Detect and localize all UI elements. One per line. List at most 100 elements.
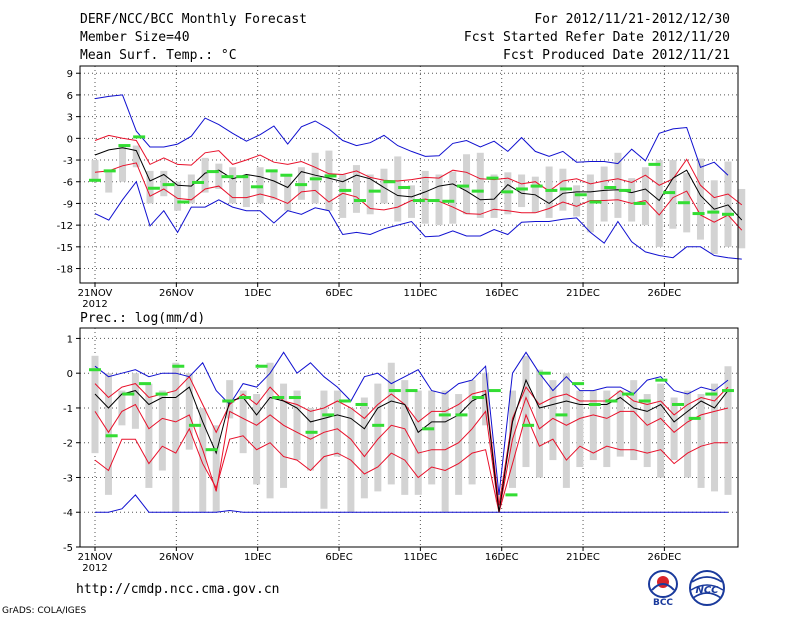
median-marker [105, 434, 118, 438]
ensemble-range-bar [669, 160, 677, 229]
ensemble-range-bar [293, 390, 301, 461]
forecast-period: For 2012/11/21-2012/12/30 [534, 12, 730, 27]
ensemble-range-bar [657, 383, 665, 478]
ensemble-range-bar [463, 154, 471, 215]
median-marker [272, 396, 285, 400]
median-marker [555, 413, 568, 417]
series-line-mean-minus-std [94, 396, 729, 513]
ensemble-range-bar [132, 145, 140, 168]
ensemble-range-bar [630, 380, 638, 461]
y-tick-label: -2 [63, 439, 73, 450]
chart-panel-temperature: 9 6 3 0 -3 -6 -9 -12 -15 -18 21NOV 26NOV 1DEC 6DEC 11D… [57, 65, 746, 310]
ensemble-range-bar [325, 150, 333, 211]
y-tick-label: 9 [67, 69, 73, 80]
median-marker [505, 493, 518, 497]
median-marker [692, 212, 705, 216]
median-marker [118, 144, 131, 148]
ensemble-range-bar [441, 390, 449, 513]
y-tick-label: -12 [57, 221, 73, 232]
median-marker [663, 191, 676, 195]
median-marker [412, 199, 425, 203]
median-marker [122, 392, 135, 396]
median-marker [705, 392, 718, 396]
y-tick-label: -1 [63, 404, 73, 415]
median-marker [588, 402, 601, 406]
ncc-logo: NCC [689, 570, 725, 606]
ensemble-range-bar [428, 390, 436, 485]
ensemble-range-bar [242, 174, 250, 208]
ensemble-range-bar [158, 390, 166, 471]
ensemble-range-bar [104, 373, 112, 495]
median-marker [572, 382, 585, 386]
median-marker [398, 186, 411, 190]
ensemble-range-bar [266, 362, 274, 499]
median-marker [638, 399, 651, 403]
ensemble-range-bar [131, 373, 139, 429]
median-marker [722, 389, 734, 393]
median-marker [222, 399, 235, 403]
y-tick-label: -3 [63, 473, 73, 484]
x-tick-label: 26DEC [648, 552, 682, 563]
median-marker [471, 189, 484, 193]
ensemble-range-bar [603, 390, 611, 468]
x-tick-label: 21NOV [78, 288, 113, 299]
ensemble-range-bar [105, 170, 113, 193]
median-marker [250, 185, 263, 189]
ensemble-range-bar [655, 160, 663, 247]
x-tick-label: 21DEC [566, 288, 600, 299]
ensemble-range-bar [119, 145, 127, 182]
ensemble-range-bar [710, 180, 718, 255]
median-marker [353, 199, 366, 203]
chart-title: DERF/NCC/BCC Monthly Forecast [80, 12, 307, 27]
ensemble-range-bar [724, 366, 732, 495]
ensemble-range-bar [145, 383, 153, 488]
x-tick-label: 16DEC [485, 552, 519, 563]
median-marker [221, 175, 234, 179]
median-marker [133, 135, 146, 139]
median-marker [103, 169, 116, 173]
ensemble-range-bar [600, 166, 608, 222]
median-marker [455, 413, 468, 417]
ensemble-range-bar [280, 383, 288, 488]
ensemble-range-bar [408, 185, 415, 218]
ensemble-range-bar [421, 170, 429, 224]
median-marker [162, 183, 175, 187]
median-marker [501, 190, 514, 194]
median-marker [488, 389, 501, 393]
source-url[interactable]: http://cmdp.ncc.cma.gov.cn [76, 582, 280, 597]
ncc-logo-text: NCC [695, 585, 719, 596]
bcc-logo-text: BCC [653, 598, 673, 608]
median-marker [383, 180, 396, 184]
x-year-label: 2012 [82, 563, 107, 574]
y-tick-label: 0 [67, 134, 73, 145]
median-marker [405, 389, 418, 393]
series-line-lower-band [94, 413, 728, 513]
ensemble-range-bar [518, 174, 526, 208]
ensemble-range-bar [174, 181, 182, 211]
ensemble-range-bar [589, 390, 597, 461]
ensemble-range-bar [333, 390, 341, 457]
ensemble-range-bar [545, 166, 553, 218]
x-tick-label: 11DEC [403, 288, 437, 299]
series-line-mean [94, 147, 743, 221]
median-marker [457, 184, 470, 188]
median-marker [338, 399, 351, 403]
median-marker [442, 199, 455, 203]
median-marker [672, 402, 685, 406]
median-marker [322, 413, 335, 417]
variable-label: Mean Surf. Temp.: °C [80, 48, 237, 63]
ensemble-range-bar [229, 167, 237, 204]
ensemble-range-bar [562, 373, 570, 488]
median-marker [89, 178, 101, 182]
median-marker [655, 378, 668, 382]
ensemble-range-bar [212, 425, 220, 513]
ensemble-range-bar [380, 168, 388, 204]
series-line-min [95, 494, 728, 513]
ensemble-range-bar [490, 174, 498, 218]
forecast-produced-date: Fcst Produced Date 2012/11/21 [503, 48, 730, 63]
median-marker [545, 188, 558, 192]
ensemble-range-bar [199, 407, 207, 513]
ensemble-range-bar [455, 394, 463, 495]
median-marker [89, 368, 101, 372]
